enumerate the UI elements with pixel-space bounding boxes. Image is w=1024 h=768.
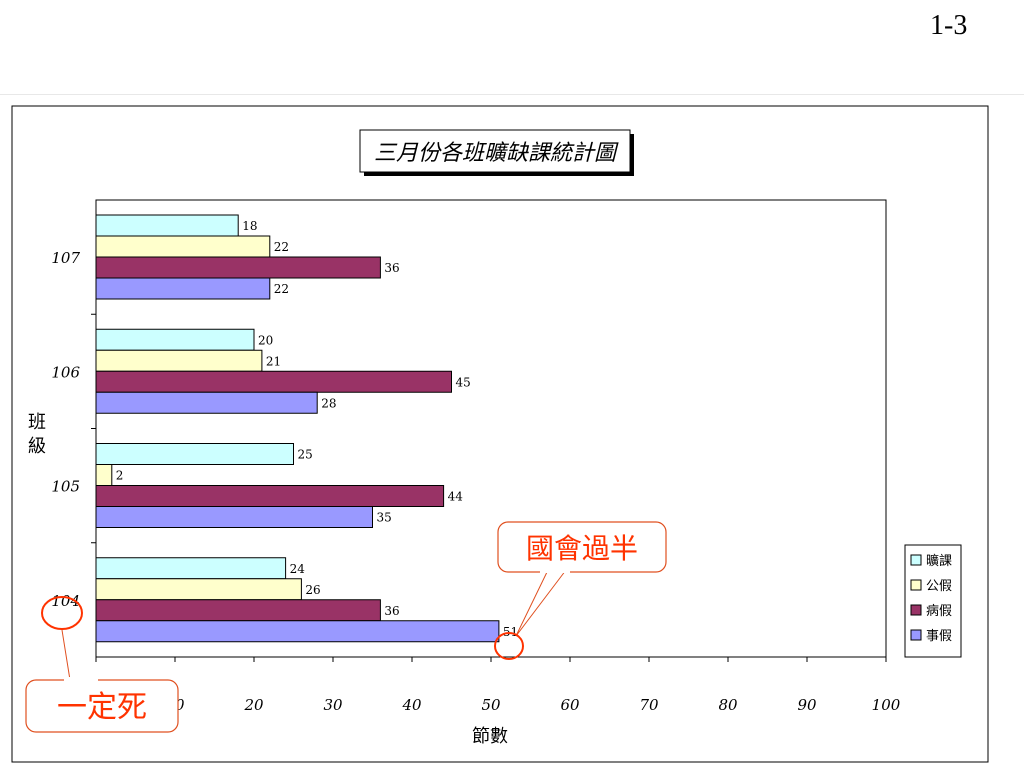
x-tick-label: 70 [639, 696, 659, 714]
annotation-majority-text: 國會過半 [526, 532, 638, 565]
bar [95, 391, 318, 414]
bar [95, 328, 255, 351]
page-number: 1-3 [930, 10, 968, 41]
annotation-death-text: 一定死 [57, 690, 147, 725]
data-label: 2 [116, 469, 124, 483]
bar [95, 370, 452, 393]
data-label: 44 [448, 490, 464, 504]
legend-swatch [910, 629, 922, 641]
header-rule [0, 94, 1024, 95]
y-tick-label: 107 [51, 249, 80, 267]
bar [95, 235, 271, 258]
y-tick-label: 106 [51, 363, 80, 381]
x-tick-label: 90 [797, 696, 817, 714]
bar [95, 557, 287, 580]
x-tick-label: 60 [560, 696, 580, 714]
data-label: 28 [321, 396, 336, 410]
annotation-majority-box [497, 521, 667, 573]
data-label: 21 [266, 354, 281, 368]
data-label: 25 [298, 448, 313, 462]
bar [95, 277, 271, 300]
x-tick-label: 30 [323, 696, 343, 714]
x-tick-label: 80 [718, 696, 738, 714]
data-label: 18 [242, 219, 257, 233]
y-tick-label: 105 [51, 478, 80, 496]
data-label: 51 [503, 625, 518, 639]
legend-swatch [910, 579, 922, 591]
annotation-majority: 國會過半 [494, 521, 667, 660]
x-tick-label: 20 [243, 696, 264, 714]
legend-label: 病假 [926, 604, 952, 619]
y-axis-label-char-2: 級 [28, 436, 46, 457]
data-label: 26 [305, 583, 320, 597]
annotation-death-circle [41, 596, 83, 630]
annotation-majority-circle [494, 632, 524, 660]
bar [95, 349, 263, 372]
legend-swatch [910, 604, 922, 616]
data-label: 22 [274, 240, 289, 254]
bar [95, 620, 500, 643]
data-label: 22 [274, 282, 289, 296]
data-label: 24 [290, 562, 306, 576]
x-tick-label: 100 [872, 696, 901, 714]
bar [95, 578, 302, 601]
data-label: 45 [456, 375, 471, 389]
legend-label: 曠課 [926, 553, 952, 569]
chart-title: 三月份各班曠缺課統計圖 [374, 141, 619, 166]
data-label: 36 [384, 604, 399, 618]
legend-label: 公假 [926, 579, 952, 594]
bar [95, 443, 294, 465]
bar [95, 464, 113, 486]
title-box [359, 129, 631, 173]
data-label: 20 [258, 333, 273, 347]
data-label: 35 [377, 511, 392, 525]
bar [95, 256, 381, 279]
bar [95, 599, 381, 622]
bar [95, 214, 239, 237]
annotation-death: 一定死 [25, 596, 179, 733]
y-axis-label-char-1: 班 [28, 412, 46, 433]
bar [95, 485, 445, 507]
x-tick-label: 40 [401, 696, 422, 714]
bar [95, 506, 373, 528]
legend-label: 事假 [926, 629, 952, 644]
legend-swatch [910, 554, 922, 566]
data-label: 36 [384, 261, 399, 275]
annotation-death-box [25, 679, 179, 733]
x-tick-label: 50 [481, 696, 501, 714]
x-axis-label: 節數 [472, 726, 508, 747]
